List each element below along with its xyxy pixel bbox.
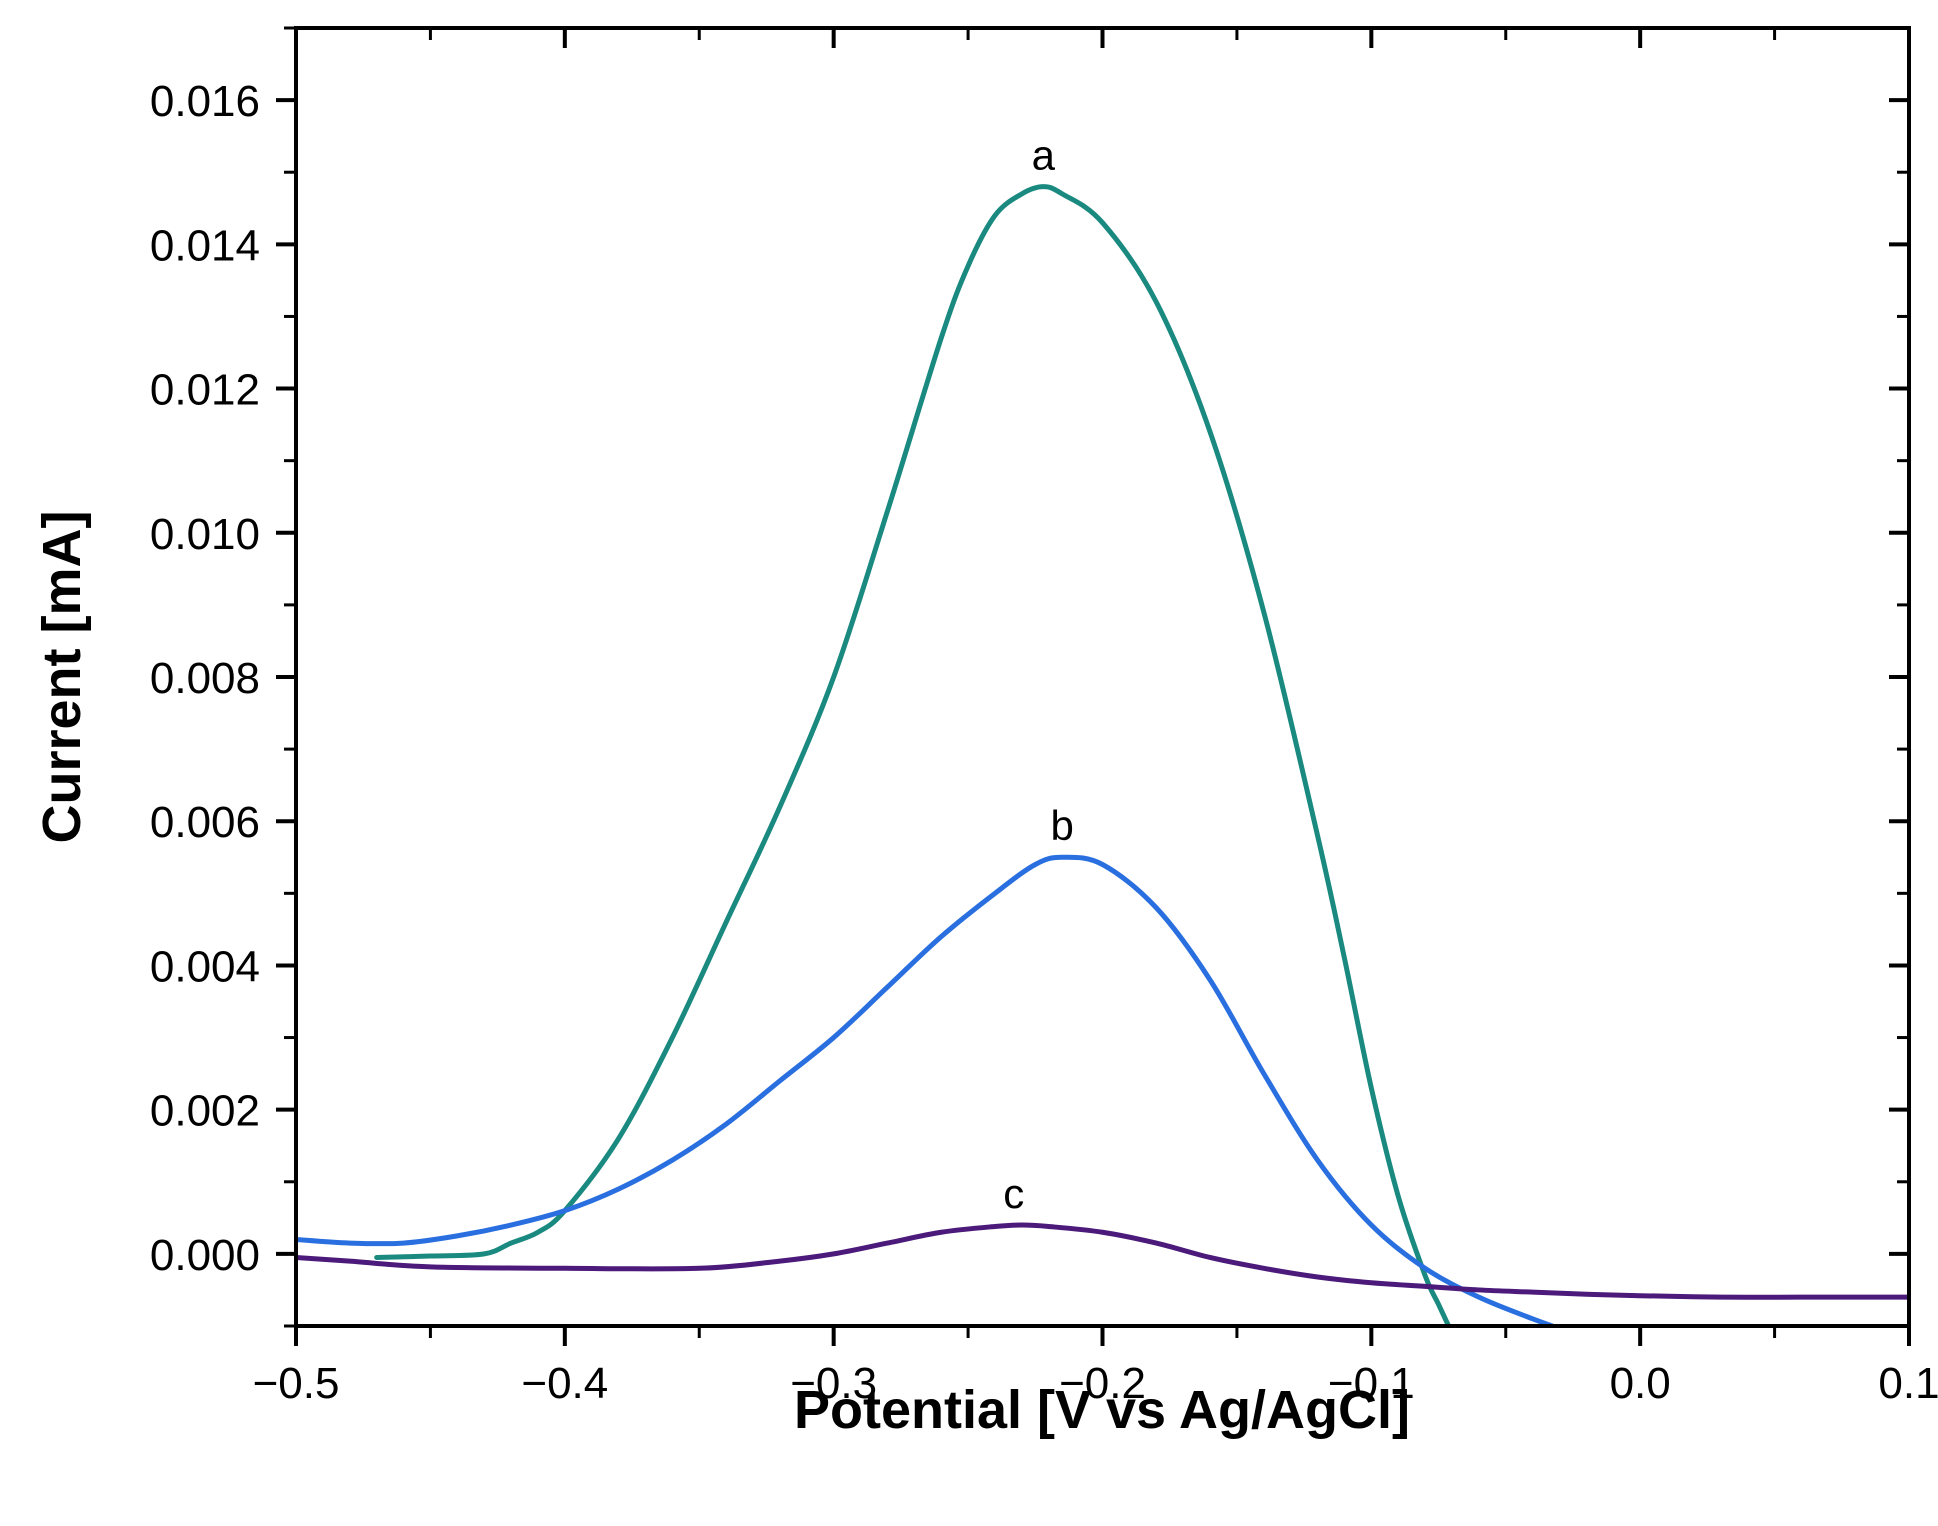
y-tick-label: 0.014: [150, 221, 260, 270]
x-tick-label: −0.4: [521, 1359, 608, 1408]
series-line-a: [374, 184, 1452, 1326]
x-tick-label: 0.1: [1878, 1359, 1938, 1408]
y-tick-label: 0.004: [150, 942, 260, 991]
curves-layer: [296, 184, 1909, 1326]
ticks-layer: [276, 26, 1911, 1346]
curve-label-b: b: [1050, 802, 1073, 849]
labels-layer: −0.5 −0.4 −0.3 −0.2 −0.1 0.0 0.1 0.000 0.002 0.00…: [150, 77, 1938, 1408]
y-tick-label: 0.012: [150, 366, 260, 415]
x-axis-title: Potential [V vs Ag/AgCl]: [794, 1380, 1410, 1440]
y-tick-label: 0.006: [150, 798, 260, 847]
curve-label-c: c: [1003, 1170, 1024, 1217]
y-tick-label: 0.010: [150, 510, 260, 559]
y-tick-label: 0.008: [150, 654, 260, 703]
x-tick-label: −0.5: [253, 1359, 340, 1408]
plot-frame: [294, 26, 1911, 1328]
series-line-c: [296, 1222, 1909, 1300]
x-tick-label: −0.2: [1059, 1359, 1146, 1408]
curve-label-a: a: [1032, 131, 1056, 178]
y-tick-label: 0.000: [150, 1231, 260, 1280]
series-line-b: [296, 854, 1560, 1326]
y-tick-label: 0.002: [150, 1087, 260, 1136]
x-tick-label: −0.3: [790, 1359, 877, 1408]
x-tick-label: 0.0: [1610, 1359, 1671, 1408]
y-axis-title: Current [mA]: [32, 511, 92, 844]
x-tick-label: −0.1: [1328, 1359, 1415, 1408]
y-tick-label: 0.016: [150, 77, 260, 126]
